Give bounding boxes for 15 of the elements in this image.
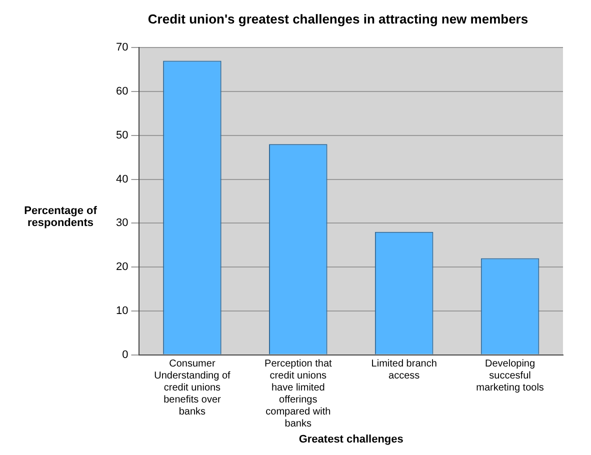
x-tick-label: Developing succesful marketing tools	[476, 358, 544, 394]
x-axis-title: Greatest challenges	[298, 433, 404, 446]
x-tick-label: Perception that credit unions have limited offerings compared with banks	[264, 358, 332, 430]
x-tick-label: Consumer Understanding of credit unions benefits over banks	[154, 358, 231, 418]
y-axis-title: Percentage of respondents	[23, 205, 98, 229]
chart-title: Credit union's greatest challenges in attracting new members	[148, 11, 528, 26]
y-tick-label: 60	[116, 86, 128, 98]
y-tick-label: 0	[122, 348, 128, 361]
y-tick-label: 40	[116, 173, 128, 186]
y-tick-label: 70	[116, 42, 128, 54]
y-tick-label: 20	[116, 261, 128, 274]
y-tick-label: 50	[116, 129, 128, 142]
y-tick-label: 30	[116, 217, 128, 230]
x-tick-label: Limited branch access	[371, 358, 437, 382]
y-tick-label: 10	[116, 304, 128, 317]
